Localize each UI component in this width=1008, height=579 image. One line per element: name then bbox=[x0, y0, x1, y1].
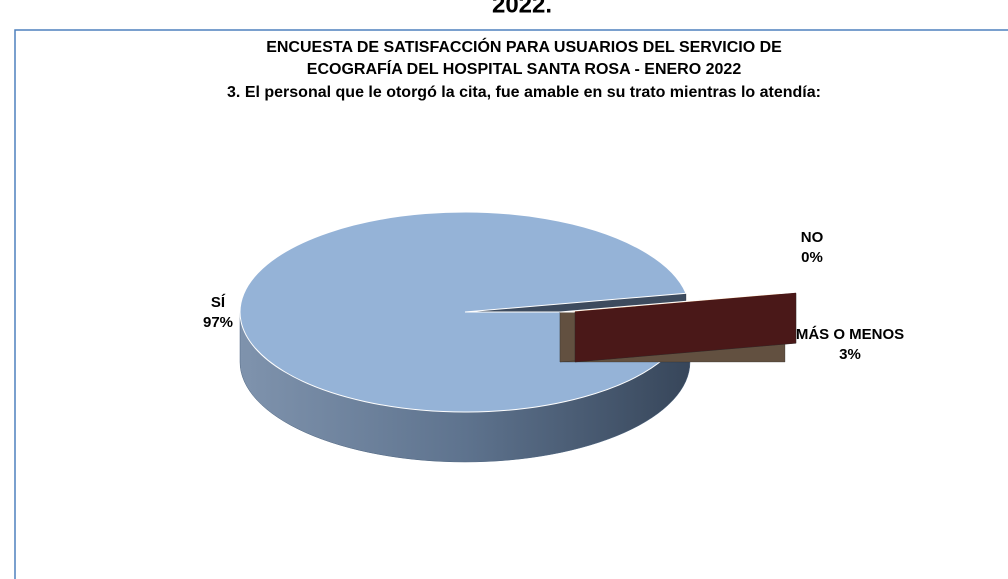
data-label-name: MÁS O MENOS bbox=[796, 326, 904, 343]
slice bbox=[574, 292, 797, 313]
data-label-value: 3% bbox=[839, 346, 861, 363]
data-label-name: SÍ bbox=[211, 294, 226, 311]
chart-title: ENCUESTA DE SATISFACCIÓN PARA USUARIOS D… bbox=[266, 37, 782, 56]
data-label-name: NO bbox=[801, 229, 824, 246]
chart-title: ECOGRAFÍA DEL HOSPITAL SANTA ROSA - ENER… bbox=[307, 59, 742, 78]
data-label-value: 97% bbox=[203, 314, 233, 331]
chart-subtitle: 3. El personal que le otorgó la cita, fu… bbox=[227, 84, 821, 101]
page-caption: 2022. bbox=[492, 0, 552, 18]
data-label-value: 0% bbox=[801, 249, 823, 266]
chart-frame bbox=[14, 29, 1008, 579]
